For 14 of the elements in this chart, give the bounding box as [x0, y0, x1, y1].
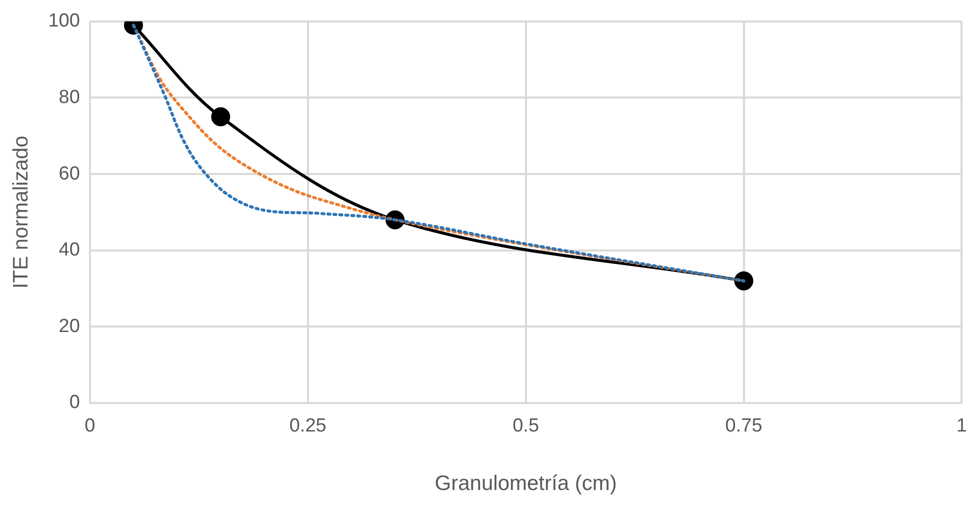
y-tick-label: 40: [58, 240, 80, 261]
y-tick-label: 80: [58, 86, 80, 108]
y-tick-label: 60: [58, 163, 80, 184]
x-tick-label: 0.5: [512, 416, 540, 437]
x-tick-label: 1: [956, 416, 968, 437]
y-tick-label: 20: [58, 316, 80, 337]
x-axis-title: Granulometría (cm): [434, 472, 617, 496]
y-tick-label: 100: [48, 10, 80, 32]
point: [211, 107, 230, 126]
x-tick-label: 0.25: [289, 416, 326, 437]
x-tick-label: 0: [84, 416, 96, 437]
y-axis-title: ITE normalizado: [9, 136, 32, 289]
y-tick-label: 0: [69, 392, 80, 414]
x-tick-label: 0.75: [725, 416, 762, 437]
